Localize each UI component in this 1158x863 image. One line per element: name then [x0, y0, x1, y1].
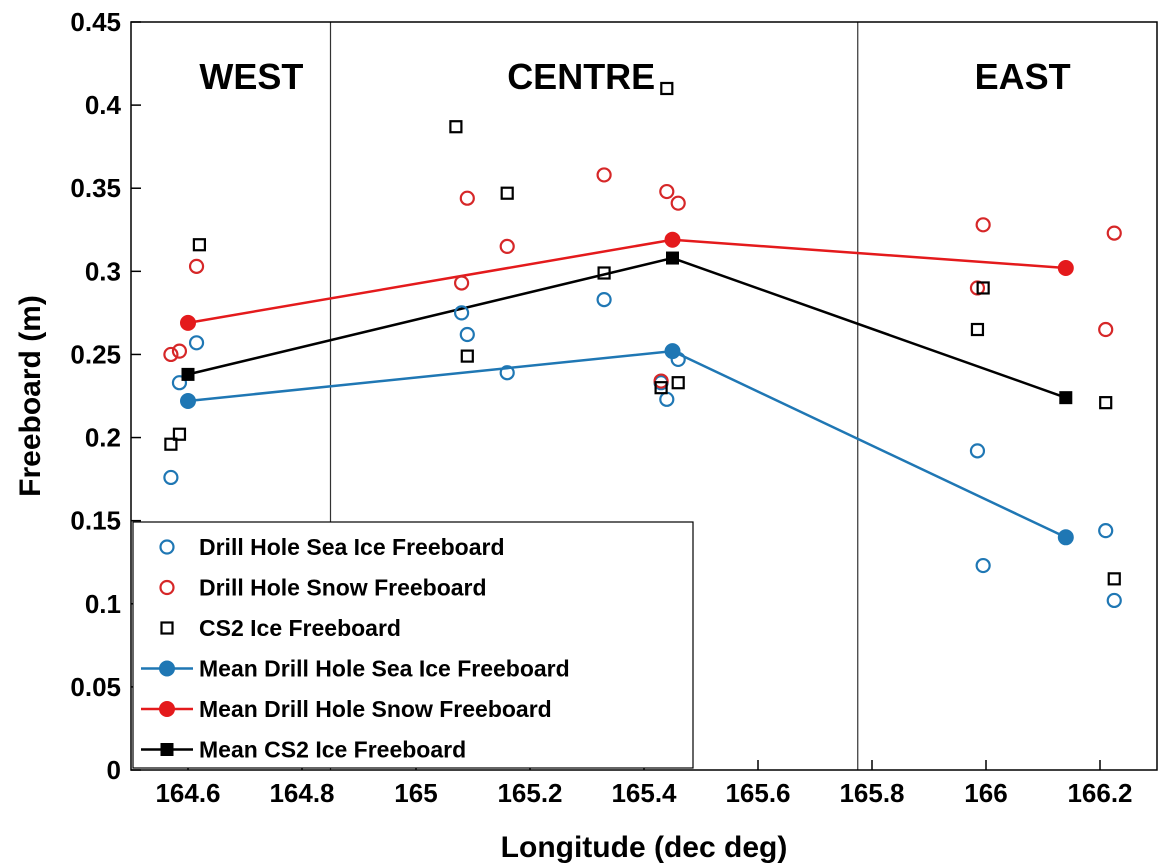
data-point [171, 375, 188, 391]
legend-marker [159, 660, 175, 677]
x-tick-label: 165.4 [611, 778, 677, 808]
legend-entry-label: Mean Drill Hole Snow Freeboard [199, 696, 552, 722]
mean-point [664, 231, 681, 248]
x-tick-label: 164.8 [269, 778, 334, 808]
mean-point [1059, 391, 1073, 405]
data-point [653, 373, 669, 389]
y-tick-label: 0.25 [70, 339, 121, 369]
y-tick-label: 0.05 [70, 672, 121, 702]
data-point [192, 238, 206, 252]
data-point [975, 557, 991, 574]
data-point [596, 291, 612, 308]
data-point [1099, 396, 1113, 410]
x-tick-label: 166 [964, 778, 1007, 808]
region-label: EAST [975, 56, 1071, 97]
data-point [1098, 321, 1114, 338]
legend-entry-label: CS2 Ice Freeboard [199, 615, 401, 641]
data-point [969, 443, 986, 459]
data-point [975, 217, 991, 233]
x-tick-label: 165 [394, 778, 437, 808]
data-point [976, 281, 990, 295]
mean-point [180, 392, 196, 409]
y-axis-label: Freeboard (m) [14, 295, 47, 497]
data-point [459, 326, 475, 343]
data-point [499, 365, 515, 381]
data-point [659, 183, 675, 200]
legend-marker [159, 579, 175, 596]
data-point [188, 335, 205, 351]
x-axis-label: Longitude (dec deg) [501, 831, 788, 863]
data-point [970, 322, 985, 337]
x-tick-label: 165.2 [497, 778, 562, 808]
legend-entry-label: Drill Hole Sea Ice Freeboard [199, 534, 505, 560]
legend: Drill Hole Sea Ice Freeboard Drill Hole S… [132, 521, 694, 769]
data-point [499, 238, 515, 254]
axis-ticks: 164.6 164.8 165 165.2 165.4 165.6 165.8 166 166.… [70, 7, 1132, 808]
data-point [449, 120, 463, 134]
data-point [163, 346, 179, 363]
legend-marker [160, 621, 174, 635]
mean-point [666, 251, 679, 265]
data-point [454, 305, 470, 321]
data-point [654, 381, 668, 395]
data-point [660, 81, 674, 96]
mean-point [1057, 529, 1074, 546]
data-point [164, 437, 178, 451]
legend-entry-label: Mean CS2 Ice Freeboard [199, 737, 466, 763]
legend-entry-label: Drill Hole Snow Freeboard [199, 575, 487, 601]
data-point [671, 376, 685, 390]
data-point [459, 190, 475, 206]
data-point [500, 186, 514, 200]
y-tick-label: 0.3 [85, 256, 121, 286]
y-tick-label: 0.1 [85, 589, 121, 619]
y-tick-label: 0.4 [85, 90, 122, 120]
data-point [1106, 225, 1122, 241]
x-tick-label: 165.6 [725, 778, 790, 808]
data-point [172, 427, 187, 441]
y-tick-label: 0 [107, 755, 121, 785]
legend-marker [159, 701, 175, 717]
mean-point [181, 367, 195, 381]
region-label: WEST [199, 56, 303, 97]
data-point [171, 343, 188, 359]
y-tick-label: 0.15 [70, 506, 121, 536]
data-point [454, 275, 470, 291]
region-label: CENTRE [507, 56, 655, 97]
data-point [1107, 572, 1121, 586]
mean-point [180, 314, 196, 331]
data-markers [163, 81, 1122, 609]
region-labels: WEST CENTRE EAST [199, 56, 1070, 97]
mean-point [664, 343, 681, 360]
y-tick-label: 0.35 [70, 173, 121, 203]
y-tick-label: 0.45 [70, 7, 121, 37]
data-point [1098, 523, 1114, 539]
x-tick-label: 166.2 [1067, 778, 1132, 808]
x-tick-label: 164.6 [155, 778, 220, 808]
legend-box [132, 521, 694, 769]
data-point [1106, 592, 1122, 609]
data-point [460, 349, 474, 363]
x-tick-label: 165.8 [839, 778, 904, 808]
data-point [596, 167, 612, 183]
y-tick-label: 0.2 [85, 423, 121, 453]
data-point [670, 195, 686, 211]
data-point [163, 469, 179, 486]
data-point [597, 266, 611, 280]
legend-marker [159, 539, 175, 555]
legend-entry-label: Mean Drill Hole Sea Ice Freeboard [199, 656, 570, 682]
mean-point [1057, 260, 1074, 277]
data-point [188, 258, 205, 274]
legend-marker [160, 743, 174, 756]
